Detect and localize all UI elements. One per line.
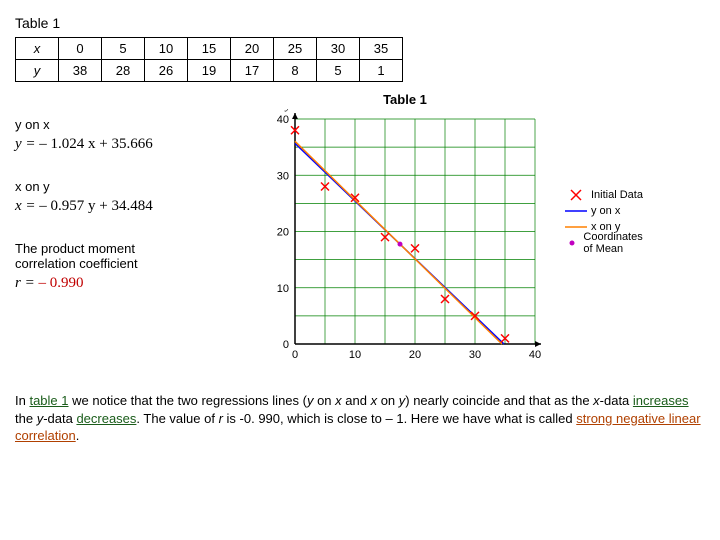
cell: 0 (59, 38, 102, 60)
x-header: x (16, 38, 59, 60)
svg-text:0: 0 (283, 339, 289, 351)
cell: 19 (188, 60, 231, 82)
cell: 5 (102, 38, 145, 60)
pm-label: The product momentcorrelation coefficien… (15, 241, 265, 271)
xony-equation: x = – 0.957 y + 34.484 (15, 198, 265, 215)
legend-item: Initial Data (565, 187, 650, 203)
table-row-x: x 0 5 10 15 20 25 30 35 (16, 38, 403, 60)
legend-label: y on x (591, 205, 620, 217)
chart-area: Table 1 010203040010203040xy Initial Dat… (265, 92, 545, 372)
equations-column: y on x y = – 1.024 x + 35.666 x on y x =… (15, 92, 265, 304)
svg-text:y: y (285, 109, 292, 112)
xony-label: x on y (15, 179, 265, 194)
svg-text:10: 10 (277, 283, 289, 295)
svg-text:20: 20 (277, 227, 289, 239)
svg-text:10: 10 (349, 349, 361, 361)
legend-label: Initial Data (591, 189, 643, 201)
cell: 15 (188, 38, 231, 60)
cell: 5 (317, 60, 360, 82)
svg-text:40: 40 (277, 114, 289, 126)
cell: 38 (59, 60, 102, 82)
cell: 28 (102, 60, 145, 82)
cell: 20 (231, 38, 274, 60)
legend-item: y on x (565, 203, 650, 219)
legend-label: Coordinates of Mean (583, 231, 650, 255)
chart-title: Table 1 (265, 92, 545, 107)
scatter-chart: 010203040010203040xy (265, 109, 545, 369)
yonx-equation: y = – 1.024 x + 35.666 (15, 136, 265, 153)
cell: 1 (360, 60, 403, 82)
cell: 17 (231, 60, 274, 82)
cell: 26 (145, 60, 188, 82)
cell: 35 (360, 38, 403, 60)
table-row-y: y 38 28 26 19 17 8 5 1 (16, 60, 403, 82)
svg-text:0: 0 (292, 349, 298, 361)
legend: Initial Data y on x x on y Coordinates o… (565, 187, 650, 251)
svg-text:30: 30 (469, 349, 481, 361)
svg-text:40: 40 (529, 349, 541, 361)
cell: 8 (274, 60, 317, 82)
data-table: x 0 5 10 15 20 25 30 35 y 38 28 26 19 17… (15, 37, 403, 82)
page-title: Table 1 (15, 15, 705, 31)
cell: 10 (145, 38, 188, 60)
cell: 30 (317, 38, 360, 60)
svg-text:30: 30 (277, 170, 289, 182)
yonx-label: y on x (15, 117, 265, 132)
r-equation: r = – 0.990 (15, 275, 265, 292)
y-header: y (16, 60, 59, 82)
cell: 25 (274, 38, 317, 60)
footer-text: In table 1 we notice that the two regres… (15, 392, 705, 445)
svg-text:20: 20 (409, 349, 421, 361)
legend-item: Coordinates of Mean (565, 235, 650, 251)
